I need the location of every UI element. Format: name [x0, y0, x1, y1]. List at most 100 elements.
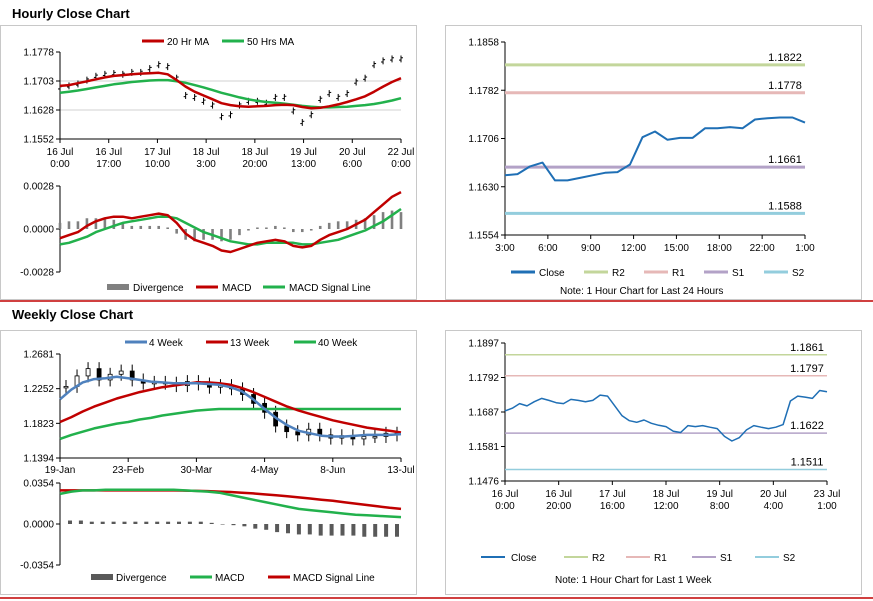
legend-s2: S2	[792, 268, 805, 279]
weekly-title: Weekly Close Chart	[12, 307, 134, 322]
y-tick-label: 1.1630	[468, 182, 499, 193]
divergence-bar	[103, 218, 107, 229]
weekly-pivot-chart: 1.1897 1.1792 1.1687 1.1581 1.1476 1.1861 1.17…	[468, 339, 840, 513]
x-tick-label: 17 Jul	[144, 147, 171, 158]
divergence-bar	[112, 219, 116, 229]
divergence-bar	[292, 229, 295, 233]
divergence-bar	[166, 521, 171, 524]
legend-w40: 40 Week	[318, 338, 358, 349]
divergence-bar	[242, 524, 247, 527]
level-s1-label: 1.1661	[768, 154, 802, 166]
divergence-bar	[362, 524, 367, 537]
y-tick-label: 1.1628	[23, 106, 54, 117]
candle-body	[63, 386, 69, 389]
legend-w-r2: R2	[592, 553, 605, 564]
level-s2-label: 1.1511	[791, 457, 824, 469]
divergence-bar	[144, 521, 149, 524]
y-tick-label: 0.0000	[23, 520, 54, 531]
divergence-bar	[309, 229, 313, 231]
macd-signal-line	[60, 489, 402, 511]
macd-line	[59, 488, 402, 519]
divergence-bar	[85, 218, 89, 229]
y-tick-label: 1.1792	[468, 373, 499, 384]
legend-r1: R1	[672, 268, 685, 279]
divergence-bar	[253, 524, 258, 529]
divergence-bar	[318, 225, 322, 229]
hourly-pivot-panel-frame	[445, 25, 862, 300]
legend-w13: 13 Week	[230, 338, 270, 349]
macd-signal-line	[59, 207, 402, 246]
level-r1-label: 1.1778	[768, 80, 802, 92]
y-tick-label: 1.2252	[23, 384, 54, 395]
x-tick-label: 19 Jul	[290, 147, 317, 158]
candle-body	[361, 436, 367, 440]
y-tick-label: 1.1394	[23, 454, 54, 465]
hourly-pivot-chart: 1.1858 1.1782 1.1706 1.1630 1.1554 1.1822 1.17…	[468, 38, 815, 255]
y-tick-label: 1.1581	[468, 442, 499, 453]
y-tick-label: 1.1823	[23, 419, 54, 430]
divergence-bar	[175, 229, 178, 234]
divergence-bar	[193, 229, 196, 242]
weekly-panel-frame	[0, 330, 417, 595]
y-tick-label: 1.1778	[23, 48, 54, 59]
legend-swatch-divergence	[107, 284, 129, 290]
legend-w-signal: MACD Signal Line	[293, 573, 375, 584]
hourly-note: Note: 1 Hour Chart for Last 24 Hours	[560, 286, 723, 297]
candle-body	[118, 370, 124, 375]
divergence-bar	[265, 227, 268, 229]
x-tick-label: 0:00	[50, 159, 70, 170]
x-tick-label: 18 Jul	[242, 147, 269, 158]
weekly-pivot-legend: Close R2 R1 S1 S2 Note: 1 Hour Chart for…	[481, 553, 796, 586]
hourly-legend: 20 Hr MA 50 Hrs MA	[142, 37, 295, 48]
divergence-bar	[78, 520, 83, 524]
divergence-bar	[283, 227, 286, 229]
legend-ma20: 20 Hr MA	[167, 37, 210, 48]
level-r2-label: 1.1822	[768, 52, 802, 64]
candle-body	[85, 368, 91, 377]
y-tick-label: 1.2681	[23, 350, 54, 361]
divergence-bar	[327, 222, 331, 229]
legend-signal: MACD Signal Line	[289, 283, 371, 294]
y-tick-label: 1.1706	[468, 134, 499, 145]
x-tick-label: 10:00	[145, 159, 170, 170]
legend-w-divergence: Divergence	[116, 573, 167, 584]
x-tick-label: 9:00	[581, 243, 601, 254]
y-tick-label: 1.1552	[23, 135, 54, 146]
divergence-bar	[390, 210, 394, 229]
y-tick-label: -0.0028	[20, 268, 54, 279]
week13-line	[59, 381, 402, 434]
x-tick-label: 1:00	[795, 243, 815, 254]
divergence-bar	[67, 221, 71, 229]
x-tick-label: 20 Jul	[760, 489, 787, 500]
x-tick-label: 23 Jul	[814, 489, 841, 500]
divergence-bar	[68, 520, 72, 524]
level-r2-label: 1.1861	[790, 342, 824, 354]
divergence-bar	[229, 229, 232, 240]
divergence-bar	[209, 522, 214, 524]
y-tick-label: 0.0000	[23, 225, 54, 236]
x-tick-label: 16 Jul	[545, 489, 572, 500]
x-tick-label: 6:00	[343, 159, 363, 170]
x-tick-label: 17:00	[96, 159, 121, 170]
x-tick-label: 20 Jul	[339, 147, 366, 158]
divergence-bar	[58, 222, 62, 229]
divergence-bar	[307, 524, 312, 535]
divergence-bar	[238, 229, 241, 236]
x-tick-label: 19-Jan	[45, 465, 76, 476]
x-tick-label: 18 Jul	[653, 489, 680, 500]
legend-close: Close	[539, 268, 565, 279]
x-tick-label: 12:00	[621, 243, 646, 254]
weekly-pivot-panel-frame	[445, 330, 862, 595]
divergence-bar	[121, 222, 125, 229]
hourly-macd-legend: Divergence MACD MACD Signal Line	[107, 283, 371, 294]
legend-divergence: Divergence	[133, 283, 184, 294]
divergence-bar	[202, 229, 205, 240]
legend-s1: S1	[732, 268, 745, 279]
level-r1-label: 1.1797	[790, 363, 824, 375]
divergence-bar	[329, 524, 334, 536]
week40-line	[59, 407, 401, 441]
x-tick-label: 19 Jul	[706, 489, 733, 500]
divergence-bar	[372, 215, 376, 229]
x-tick-label: 4:00	[764, 501, 784, 512]
